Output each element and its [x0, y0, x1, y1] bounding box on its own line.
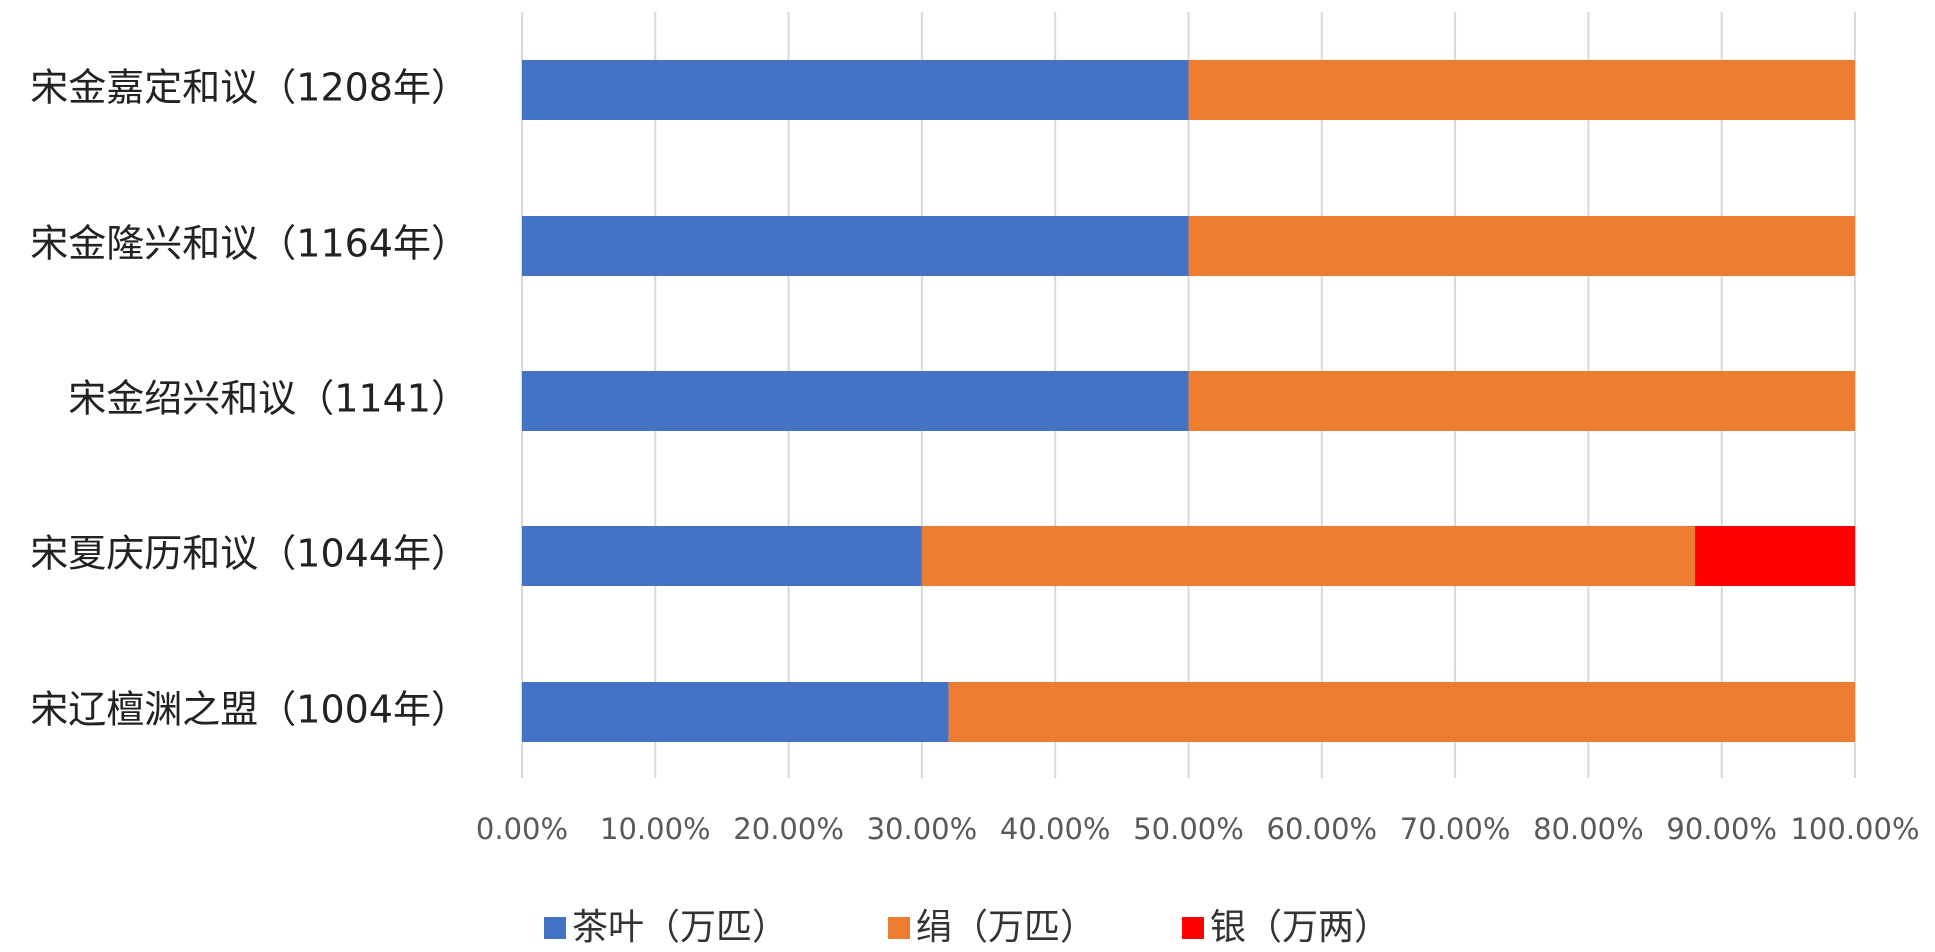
legend-label: 银（万两） — [1210, 907, 1390, 948]
x-tick-label: 40.00% — [1000, 812, 1111, 846]
bar-segment — [1695, 526, 1855, 586]
x-tick-label: 50.00% — [1133, 812, 1244, 846]
y-tick-label: 宋金隆兴和议（1164年） — [30, 222, 469, 266]
x-tick-label: 60.00% — [1267, 812, 1378, 846]
bar-segment — [921, 526, 1696, 586]
legend-label: 茶叶（万匹） — [572, 907, 788, 948]
bar-segment — [522, 371, 1189, 431]
bar-segment — [1188, 60, 1855, 120]
legend-swatch — [544, 917, 566, 939]
bar-segment — [522, 216, 1189, 276]
bar-segment — [522, 526, 922, 586]
y-tick-label: 宋辽檀渊之盟（1004年） — [30, 688, 469, 732]
y-tick-label: 宋金绍兴和议（1141） — [68, 377, 469, 421]
x-tick-label: 80.00% — [1533, 812, 1644, 846]
x-tick-label: 100.00% — [1790, 812, 1919, 846]
y-tick-label: 宋金嘉定和议（1208年） — [30, 66, 469, 110]
x-tick-label: 70.00% — [1400, 812, 1511, 846]
y-tick-label: 宋夏庆历和议（1044年） — [30, 532, 469, 576]
bar-segment — [522, 60, 1189, 120]
legend-label: 绢（万匹） — [916, 907, 1096, 948]
bar-segment — [948, 682, 1855, 742]
bar-segment — [1188, 216, 1855, 276]
x-tick-label: 20.00% — [733, 812, 844, 846]
legend-swatch — [1182, 917, 1204, 939]
x-tick-label: 0.00% — [476, 812, 568, 846]
bar-segment — [522, 682, 949, 742]
x-tick-label: 30.00% — [867, 812, 978, 846]
x-tick-label: 10.00% — [600, 812, 711, 846]
legend-swatch — [888, 917, 910, 939]
x-tick-label: 90.00% — [1666, 812, 1777, 846]
bar-segment — [1188, 371, 1855, 431]
